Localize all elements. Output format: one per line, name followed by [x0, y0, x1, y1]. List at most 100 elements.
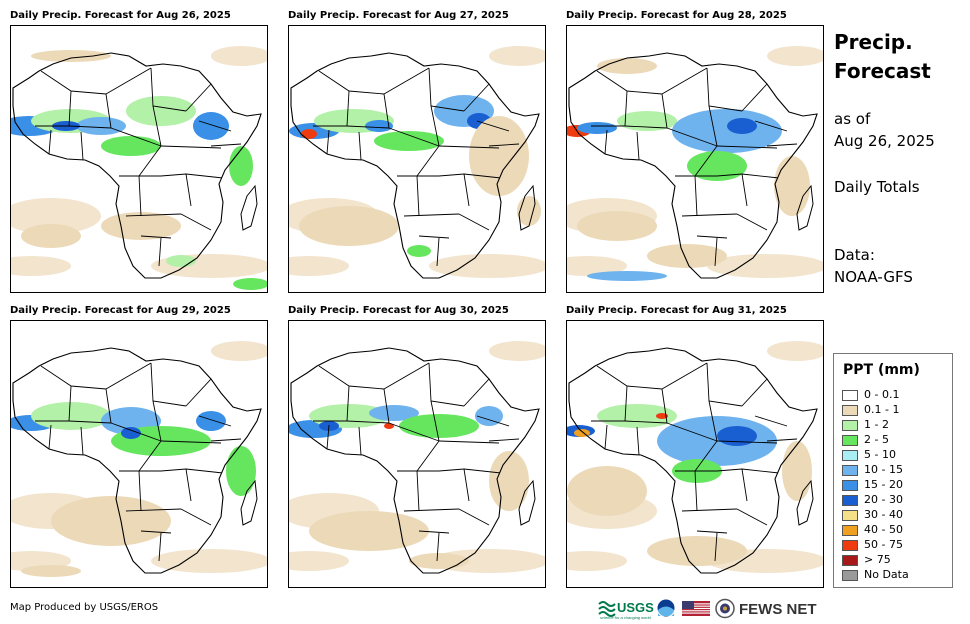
side-title-line1: Precip. — [834, 30, 913, 54]
precip-area — [577, 122, 617, 134]
country-borders — [591, 362, 798, 562]
precip-area — [101, 212, 181, 240]
country-borders — [35, 67, 242, 267]
precip-area — [196, 411, 226, 431]
precip-area — [707, 254, 823, 278]
precip-area — [233, 278, 267, 290]
data-source-label: Data: — [834, 246, 875, 264]
precip-area — [717, 426, 757, 446]
precip-area — [289, 256, 349, 276]
legend-swatch — [842, 554, 858, 566]
africa-coastline — [12, 52, 262, 279]
precip-area — [211, 341, 267, 361]
precip-area — [193, 112, 229, 140]
side-title-line2: Forecast — [834, 59, 931, 83]
side-title: Precip. Forecast — [834, 28, 931, 86]
precip-area — [11, 256, 71, 276]
legend-label: 15 - 20 — [864, 478, 903, 491]
legend-item: 1 - 2 — [842, 418, 889, 433]
daily-totals-text: Daily Totals — [834, 178, 920, 196]
precip-area — [121, 427, 141, 439]
panel-title-5: Daily Precip. Forecast for Aug 30, 2025 — [288, 305, 509, 316]
map-credit: Map Produced by USGS/EROS — [10, 602, 159, 613]
legend-label: 2 - 5 — [864, 433, 889, 446]
precip-area — [21, 565, 81, 577]
legend-item: 0.1 - 1 — [842, 403, 899, 418]
legend-swatch — [842, 389, 858, 401]
panel-title-6: Daily Precip. Forecast for Aug 31, 2025 — [566, 305, 787, 316]
legend: PPT (mm) 0 - 0.1 0.1 - 1 1 - 2 2 - 5 5 - 10 1… — [833, 353, 953, 588]
legend-item: 10 - 15 — [842, 463, 903, 478]
legend-swatch — [842, 509, 858, 521]
legend-label: > 75 — [864, 553, 891, 566]
legend-title: PPT (mm) — [843, 362, 920, 378]
precip-area — [727, 118, 757, 134]
legend-item: 0 - 0.1 — [842, 388, 899, 403]
country-borders — [313, 362, 520, 562]
precip-area — [365, 120, 393, 132]
madagascar-outline — [796, 479, 814, 526]
as-of-line1: as of — [834, 110, 871, 128]
legend-swatch — [842, 404, 858, 416]
madagascar-outline — [518, 479, 536, 526]
precip-area — [76, 117, 126, 135]
panel-title-4: Daily Precip. Forecast for Aug 29, 2025 — [10, 305, 231, 316]
africa-coastline — [12, 347, 262, 574]
precip-area — [229, 146, 253, 186]
legend-label: 50 - 75 — [864, 538, 903, 551]
precip-area — [647, 244, 727, 268]
madagascar-outline — [240, 184, 258, 231]
legend-swatch — [842, 449, 858, 461]
forecast-map-aug-30 — [288, 320, 546, 588]
precip-area — [407, 245, 431, 257]
precip-area — [166, 255, 196, 267]
precip-area — [399, 414, 479, 438]
precip-area — [587, 271, 667, 281]
precip-area — [299, 206, 399, 246]
country-borders — [35, 362, 242, 562]
madagascar-outline — [518, 184, 536, 231]
data-source-value: NOAA-GFS — [834, 268, 913, 286]
legend-swatch — [842, 434, 858, 446]
panel-title-2: Daily Precip. Forecast for Aug 27, 2025 — [288, 10, 509, 21]
precip-area — [374, 131, 444, 151]
precip-area — [126, 96, 196, 126]
legend-swatch — [842, 464, 858, 476]
precip-area — [567, 466, 647, 516]
legend-swatch — [842, 524, 858, 536]
legend-label: 30 - 40 — [864, 508, 903, 521]
precip-map-graphic — [11, 341, 267, 577]
precip-area — [782, 441, 812, 501]
as-of-text: as of Aug 26, 2025 — [834, 108, 935, 152]
precip-area — [597, 58, 657, 74]
precip-area — [409, 553, 469, 569]
precip-map-graphic — [567, 341, 823, 574]
as-of-date: Aug 26, 2025 — [834, 132, 935, 150]
usgs-wordmark: USGS — [617, 600, 654, 615]
precip-map-graphic — [289, 341, 545, 574]
precip-area — [289, 551, 349, 571]
precip-area — [567, 551, 627, 571]
forecast-map-aug-26 — [10, 25, 268, 293]
precip-area — [301, 129, 317, 139]
precip-area — [517, 196, 541, 226]
precip-area — [656, 413, 668, 419]
legend-label: 0 - 0.1 — [864, 388, 900, 401]
legend-item: 20 - 30 — [842, 493, 903, 508]
precip-area — [51, 496, 171, 546]
legend-item: > 75 — [842, 553, 891, 568]
forecast-map-aug-27 — [288, 25, 546, 293]
noaa-logo — [656, 598, 676, 618]
legend-swatch — [842, 479, 858, 491]
data-source-text: Data: NOAA-GFS — [834, 244, 913, 288]
precip-area — [31, 50, 111, 62]
legend-label: 40 - 50 — [864, 523, 903, 536]
precip-area — [369, 405, 419, 421]
legend-item: 15 - 20 — [842, 478, 903, 493]
precip-area — [31, 402, 111, 430]
precip-area — [597, 404, 677, 428]
legend-swatch — [842, 569, 858, 581]
panel-title-3: Daily Precip. Forecast for Aug 28, 2025 — [566, 10, 787, 21]
legend-item: 2 - 5 — [842, 433, 889, 448]
usgs-logo: USGS science for a changing world — [598, 600, 654, 620]
